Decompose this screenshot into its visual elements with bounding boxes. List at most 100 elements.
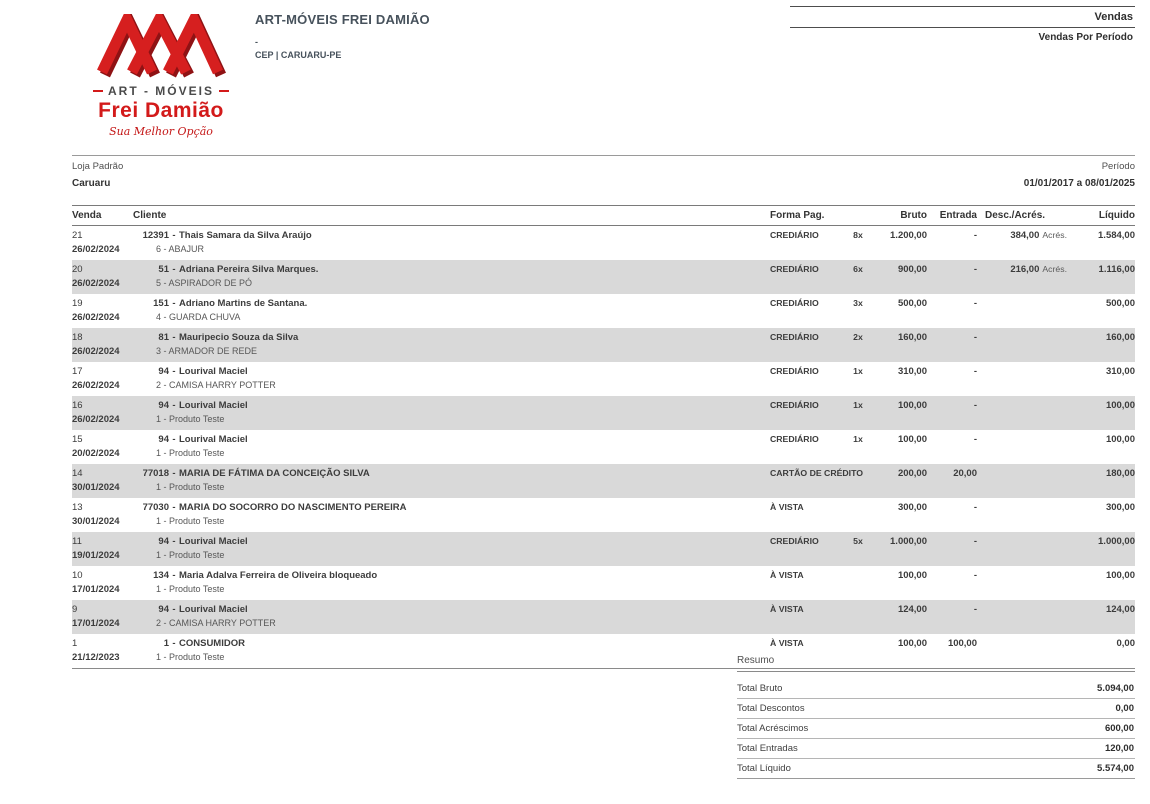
installments	[844, 501, 872, 514]
entry-value: -	[973, 366, 977, 377]
sale-number: 14	[72, 468, 83, 479]
entry-value: -	[973, 400, 977, 411]
code-name-separator: -	[172, 604, 176, 615]
code-name-separator: -	[172, 230, 176, 241]
table-row: 16 94 - Lourival Maciel CREDIÁRIO 1x 100…	[72, 396, 1135, 430]
table-row: 13 77030 - MARIA DO SOCORRO DO NASCIMENT…	[72, 498, 1135, 532]
payment-method: CREDIÁRIO	[770, 264, 819, 274]
net-value: 500,00	[1105, 298, 1135, 309]
sale-number: 16	[72, 400, 83, 411]
company-block: ART-MÓVEIS FREI DAMIÃO - CEP | CARUARU-P…	[255, 12, 430, 60]
discount-addition-cell	[977, 637, 1067, 650]
payment-method: CREDIÁRIO	[770, 230, 819, 240]
product-description: 2 - CAMISA HARRY POTTER	[156, 380, 276, 390]
sale-number: 17	[72, 366, 83, 377]
table-row: 17 94 - Lourival Maciel CREDIÁRIO 1x 310…	[72, 362, 1135, 396]
sale-date: 17/01/2024	[72, 618, 120, 629]
discount-addition-cell: 384,00 Acrés.	[977, 229, 1067, 242]
company-logo: ART - MÓVEIS Frei Damião Sua Melhor Opçã…	[86, 14, 236, 138]
code-name-separator: -	[172, 298, 176, 309]
client-name: Lourival Maciel	[179, 434, 248, 445]
payment-method: CREDIÁRIO	[770, 434, 819, 444]
client-code: 94	[158, 400, 169, 411]
net-value: 100,00	[1105, 400, 1135, 411]
gross-value: 100,00	[897, 434, 927, 445]
client-name: Lourival Maciel	[179, 536, 248, 547]
gross-value: 1.200,00	[890, 230, 927, 241]
table-row: 11 94 - Lourival Maciel CREDIÁRIO 5x 1.0…	[72, 532, 1135, 566]
summary-label: Total Descontos	[737, 703, 805, 714]
client-name: Lourival Maciel	[179, 400, 248, 411]
column-header-forma-pag: Forma Pag.	[770, 210, 825, 221]
client-code: 51	[158, 264, 169, 275]
net-value: 180,00	[1105, 468, 1135, 479]
gross-value: 1.000,00	[890, 536, 927, 547]
client-name: MARIA DE FÁTIMA DA CONCEIÇÃO SILVA	[179, 468, 370, 479]
code-name-separator: -	[172, 638, 176, 649]
logo-art-moveis-text: ART - MÓVEIS	[107, 84, 214, 98]
client-code: 12391	[142, 230, 169, 241]
addition-suffix: Acrés.	[1042, 264, 1067, 274]
entry-value: -	[973, 230, 977, 241]
gross-value: 160,00	[897, 332, 927, 343]
discount-addition-value: 384,00	[1010, 230, 1040, 241]
store-value: Caruaru	[72, 178, 111, 189]
sale-date: 20/02/2024	[72, 448, 120, 459]
installments: 2x	[853, 332, 863, 342]
report-subtitle: Vendas Por Período	[1038, 32, 1133, 43]
summary-label: Total Bruto	[737, 683, 783, 694]
client-code: 1	[163, 638, 169, 649]
code-name-separator: -	[172, 570, 176, 581]
net-value: 310,00	[1105, 366, 1135, 377]
product-description: 3 - ARMADOR DE REDE	[156, 346, 258, 356]
discount-addition-cell	[977, 331, 1067, 344]
discount-addition-cell	[977, 535, 1067, 548]
code-name-separator: -	[172, 332, 176, 343]
product-description: 1 - Produto Teste	[156, 584, 225, 594]
discount-addition-cell	[977, 603, 1067, 616]
client-code: 77030	[142, 502, 169, 513]
entry-value: 20,00	[953, 468, 977, 479]
discount-addition-cell	[977, 297, 1067, 310]
entry-value: 100,00	[947, 638, 977, 649]
client-name: Mauripecio Souza da Silva	[179, 332, 299, 343]
product-description: 6 - ABAJUR	[156, 244, 205, 254]
summary-value: 0,00	[1115, 703, 1135, 714]
net-value: 100,00	[1105, 570, 1135, 581]
entry-value: -	[973, 434, 977, 445]
sale-date: 21/12/2023	[72, 652, 120, 663]
net-value: 0,00	[1116, 638, 1136, 649]
sale-date: 26/02/2024	[72, 244, 120, 255]
payment-method: CREDIÁRIO	[770, 298, 819, 308]
summary-rows: Total Bruto 5.094,00 Total Descontos 0,0…	[737, 679, 1135, 779]
gross-value: 124,00	[897, 604, 927, 615]
installments	[844, 569, 872, 582]
store-label: Loja Padrão	[72, 161, 124, 172]
logo-slogan: Sua Melhor Opção	[109, 125, 213, 138]
product-description: 1 - Produto Teste	[156, 448, 225, 458]
entry-value: -	[973, 570, 977, 581]
logo-right-line	[219, 90, 229, 92]
sale-date: 26/02/2024	[72, 414, 120, 425]
installments: 1x	[853, 434, 863, 444]
installments: 6x	[853, 264, 863, 274]
gross-value: 200,00	[897, 468, 927, 479]
summary-row: Total Líquido 5.574,00	[737, 759, 1135, 779]
logo-left-line	[92, 90, 103, 92]
entry-value: -	[973, 264, 977, 275]
entry-value: -	[973, 536, 977, 547]
gross-value: 100,00	[897, 638, 927, 649]
client-code: 134	[153, 570, 169, 581]
product-description: 1 - Produto Teste	[156, 550, 225, 560]
client-code: 94	[158, 536, 169, 547]
company-address: -	[255, 37, 258, 47]
sale-number: 15	[72, 434, 83, 445]
sale-number: 19	[72, 298, 83, 309]
code-name-separator: -	[172, 400, 176, 411]
client-name: MARIA DO SOCORRO DO NASCIMENTO PEREIRA	[179, 502, 407, 513]
sale-date: 19/01/2024	[72, 550, 120, 561]
sale-date: 26/02/2024	[72, 380, 120, 391]
client-name: Lourival Maciel	[179, 604, 248, 615]
sale-number: 13	[72, 502, 83, 513]
company-city: CEP | CARUARU-PE	[255, 50, 342, 60]
